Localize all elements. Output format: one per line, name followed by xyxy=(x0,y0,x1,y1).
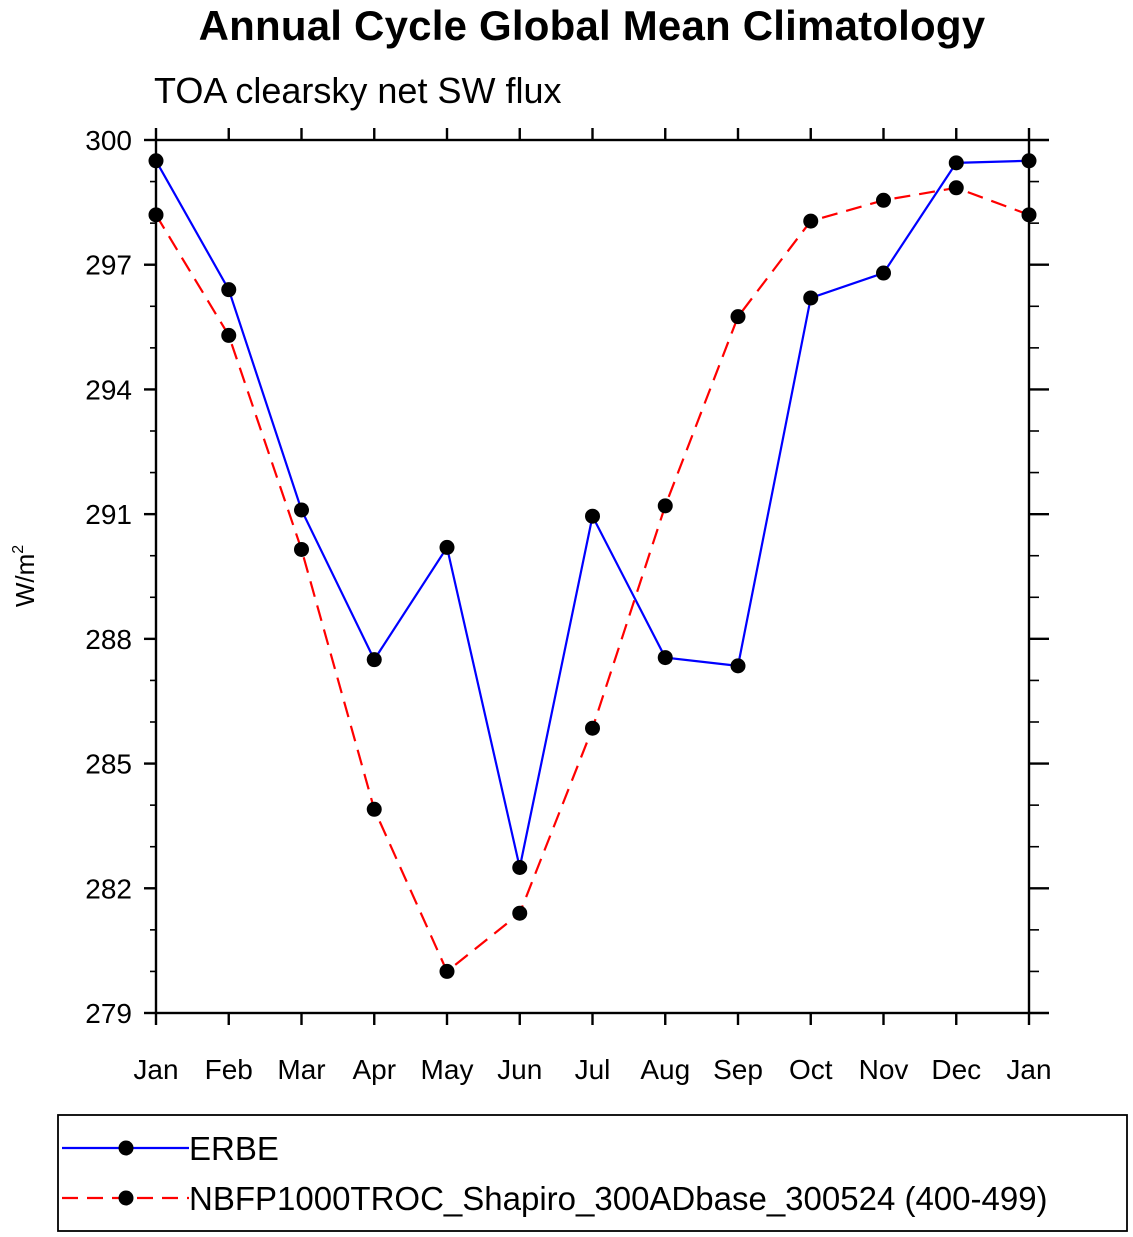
y-tick-label: 285 xyxy=(85,749,132,780)
series-2-point xyxy=(294,541,309,557)
plot-area: Jan Feb Mar Apr May Jun Jul Aug Sep Oct Nov Dec Jan2… xyxy=(85,125,1051,1085)
legend-box xyxy=(57,1114,1128,1232)
series-2-point xyxy=(148,207,164,223)
series-1-point xyxy=(948,155,964,171)
x-tick-label: Apr xyxy=(352,1054,396,1085)
series-2-point xyxy=(221,327,237,343)
y-tick-label: 279 xyxy=(85,998,132,1029)
series-2-point xyxy=(948,180,964,196)
series-1-point xyxy=(730,658,746,674)
series-2-point xyxy=(512,905,528,921)
legend-marker-2 xyxy=(118,1190,134,1206)
y-tick-label: 297 xyxy=(85,250,132,281)
legend-label-1: ERBE xyxy=(189,1130,279,1167)
y-tick-label: 291 xyxy=(85,499,132,530)
chart-title: Annual Cycle Global Mean Climatology xyxy=(198,2,986,49)
series-1-point xyxy=(585,508,600,524)
x-tick-label: Jun xyxy=(497,1054,542,1085)
y-tick-label: 288 xyxy=(85,624,132,655)
series-1-point xyxy=(148,153,164,169)
legend: ERBE NBFP1000TROC_Shapiro_300ADbase_30052… xyxy=(57,1114,1128,1232)
series-2-point xyxy=(803,213,819,229)
y-axis-label: W/m2 xyxy=(10,545,40,607)
series-line-2 xyxy=(155,186,1030,974)
chart-subtitle: TOA clearsky net SW flux xyxy=(154,70,562,111)
y-axis-label-exponent: 2 xyxy=(10,545,27,554)
series-1-point xyxy=(512,860,528,875)
x-tick-label: Jan xyxy=(1006,1054,1051,1085)
x-tick-label: Dec xyxy=(931,1054,981,1085)
x-tick-label: Nov xyxy=(859,1054,909,1085)
series-1-point xyxy=(221,282,237,298)
x-tick-label: May xyxy=(421,1054,474,1085)
series-1-point xyxy=(366,652,382,668)
series-1-point xyxy=(294,502,309,518)
series-1-point xyxy=(439,539,455,555)
x-tick-label: Jan xyxy=(133,1054,178,1085)
y-tick-label: 300 xyxy=(85,125,132,156)
series-1-point xyxy=(1021,153,1037,169)
series-2-point xyxy=(657,498,673,514)
x-tick-label: Jul xyxy=(575,1054,611,1085)
y-axis-label-text: W/m xyxy=(10,554,40,607)
series-2-point xyxy=(1021,207,1037,223)
x-tick-label: Sep xyxy=(713,1054,763,1085)
plot-frame xyxy=(154,138,1031,1015)
y-tick-label: 282 xyxy=(85,873,132,904)
legend-label-2: NBFP1000TROC_Shapiro_300ADbase_300524 (4… xyxy=(189,1180,1048,1217)
series-2-point xyxy=(439,963,455,979)
series-1-point xyxy=(803,290,819,306)
legend-marker-1 xyxy=(118,1140,134,1156)
x-tick-label: Aug xyxy=(640,1054,690,1085)
series-1-point xyxy=(876,265,891,281)
x-tick-label: Feb xyxy=(205,1054,253,1085)
y-tick-label: 294 xyxy=(85,374,132,405)
series-2-point xyxy=(366,801,382,817)
series-2-point xyxy=(585,720,600,736)
x-tick-label: Oct xyxy=(789,1054,833,1085)
series-1-point xyxy=(657,650,673,666)
x-tick-label: Mar xyxy=(277,1054,325,1085)
series-2-point xyxy=(730,309,746,325)
series-2-point xyxy=(876,192,891,208)
